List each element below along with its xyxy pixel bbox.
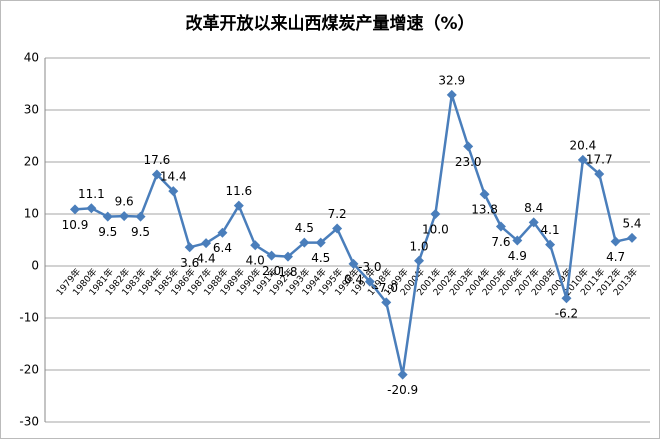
data-point xyxy=(364,276,375,287)
data-point xyxy=(315,237,326,248)
data-point xyxy=(119,211,130,222)
data-label: 2.0 xyxy=(262,264,281,278)
y-tick-label: 10 xyxy=(24,207,39,221)
data-label: 10.0 xyxy=(422,223,449,237)
data-point xyxy=(266,250,277,261)
data-point xyxy=(561,293,572,304)
data-point xyxy=(397,369,408,380)
data-label: 17.6 xyxy=(144,153,171,167)
y-tick-label: 40 xyxy=(24,51,39,65)
data-label: 8.4 xyxy=(524,201,543,215)
data-point xyxy=(479,189,490,200)
data-point xyxy=(545,239,556,250)
data-label: 13.8 xyxy=(471,203,498,217)
data-point xyxy=(348,258,359,269)
data-label: 4.1 xyxy=(541,223,560,237)
data-label: 7.2 xyxy=(328,207,347,221)
data-point xyxy=(512,235,523,246)
data-label: 23.0 xyxy=(455,155,482,169)
y-tick-label: 0 xyxy=(31,259,39,273)
data-label: 1.0 xyxy=(409,239,428,253)
data-point xyxy=(233,200,244,211)
data-point xyxy=(168,186,179,197)
y-tick-label: -30 xyxy=(19,415,39,429)
data-label: 11.6 xyxy=(225,184,252,198)
data-label: 11.1 xyxy=(78,187,105,201)
chart-title: 改革开放以来山西煤炭产量增速（%） xyxy=(185,13,474,34)
data-label: -7.0 xyxy=(375,281,398,295)
data-point xyxy=(332,223,343,234)
data-label: 32.9 xyxy=(438,73,465,87)
data-label: 20.4 xyxy=(569,138,596,152)
data-label: 14.4 xyxy=(160,170,187,184)
data-label: 17.7 xyxy=(586,152,613,166)
data-point xyxy=(299,237,310,248)
data-point xyxy=(446,89,457,100)
data-point xyxy=(250,240,261,251)
data-label: 9.5 xyxy=(98,225,117,239)
data-point xyxy=(528,217,539,228)
data-label: 9.5 xyxy=(131,225,150,239)
data-label: 4.7 xyxy=(606,250,625,264)
data-label: -3.0 xyxy=(358,260,381,274)
data-label: 0.4 xyxy=(344,272,363,286)
data-point xyxy=(201,238,212,249)
data-point xyxy=(217,227,228,238)
data-label: 1.8 xyxy=(278,265,297,279)
data-point xyxy=(627,232,637,243)
data-label: 3.6 xyxy=(180,256,199,270)
data-point xyxy=(102,211,113,222)
data-label: 6.4 xyxy=(213,241,232,255)
data-label: 4.0 xyxy=(246,254,265,268)
data-label: 7.6 xyxy=(491,235,510,249)
data-label: 4.5 xyxy=(295,221,314,235)
data-point xyxy=(594,168,605,179)
data-label: 4.9 xyxy=(508,249,527,263)
data-label: 4.4 xyxy=(197,252,216,266)
data-point xyxy=(463,141,474,152)
data-point xyxy=(430,209,441,219)
data-point xyxy=(414,255,425,266)
data-point xyxy=(70,204,80,215)
data-point xyxy=(184,242,195,253)
y-tick-label: -20 xyxy=(19,363,39,377)
y-tick-label: -10 xyxy=(19,311,39,325)
data-label: 5.4 xyxy=(622,216,641,230)
data-point xyxy=(282,251,293,262)
data-point xyxy=(381,297,392,308)
y-tick-label: 20 xyxy=(24,155,39,169)
data-point xyxy=(86,203,97,214)
data-point xyxy=(151,169,162,180)
data-label: 10.9 xyxy=(62,218,89,232)
data-point xyxy=(495,221,506,232)
data-label: -6.2 xyxy=(555,307,578,321)
data-label: 4.5 xyxy=(311,251,330,265)
y-tick-label: 30 xyxy=(24,103,39,117)
data-point xyxy=(610,236,621,247)
data-point xyxy=(577,154,588,165)
data-label: -20.9 xyxy=(387,383,418,397)
data-point xyxy=(135,211,146,222)
data-label: 9.6 xyxy=(115,195,134,209)
